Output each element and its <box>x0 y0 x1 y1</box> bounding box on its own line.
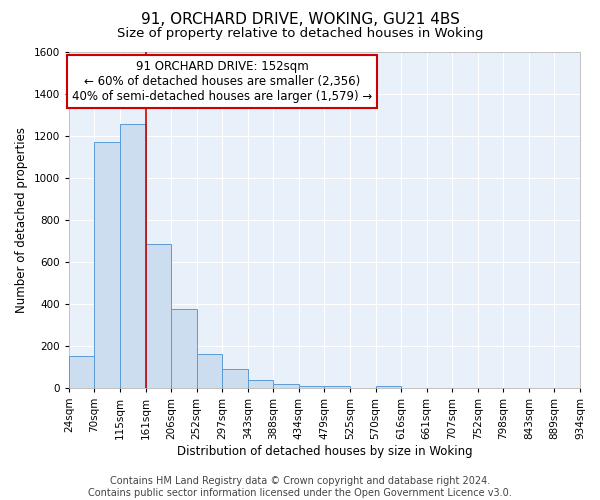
Bar <box>171 309 197 388</box>
Bar <box>197 354 222 388</box>
Text: Size of property relative to detached houses in Woking: Size of property relative to detached ho… <box>117 28 483 40</box>
Text: 91, ORCHARD DRIVE, WOKING, GU21 4BS: 91, ORCHARD DRIVE, WOKING, GU21 4BS <box>140 12 460 28</box>
Bar <box>248 380 273 388</box>
Bar <box>376 386 401 388</box>
Bar <box>325 386 350 388</box>
Bar <box>94 142 120 388</box>
Bar <box>69 356 94 388</box>
Y-axis label: Number of detached properties: Number of detached properties <box>15 126 28 312</box>
Bar <box>120 124 146 388</box>
Text: Contains HM Land Registry data © Crown copyright and database right 2024.
Contai: Contains HM Land Registry data © Crown c… <box>88 476 512 498</box>
Bar <box>222 369 248 388</box>
Bar <box>146 244 171 388</box>
Text: 91 ORCHARD DRIVE: 152sqm
← 60% of detached houses are smaller (2,356)
40% of sem: 91 ORCHARD DRIVE: 152sqm ← 60% of detach… <box>72 60 373 103</box>
Bar <box>299 386 325 388</box>
Bar <box>273 384 299 388</box>
X-axis label: Distribution of detached houses by size in Woking: Distribution of detached houses by size … <box>176 444 472 458</box>
